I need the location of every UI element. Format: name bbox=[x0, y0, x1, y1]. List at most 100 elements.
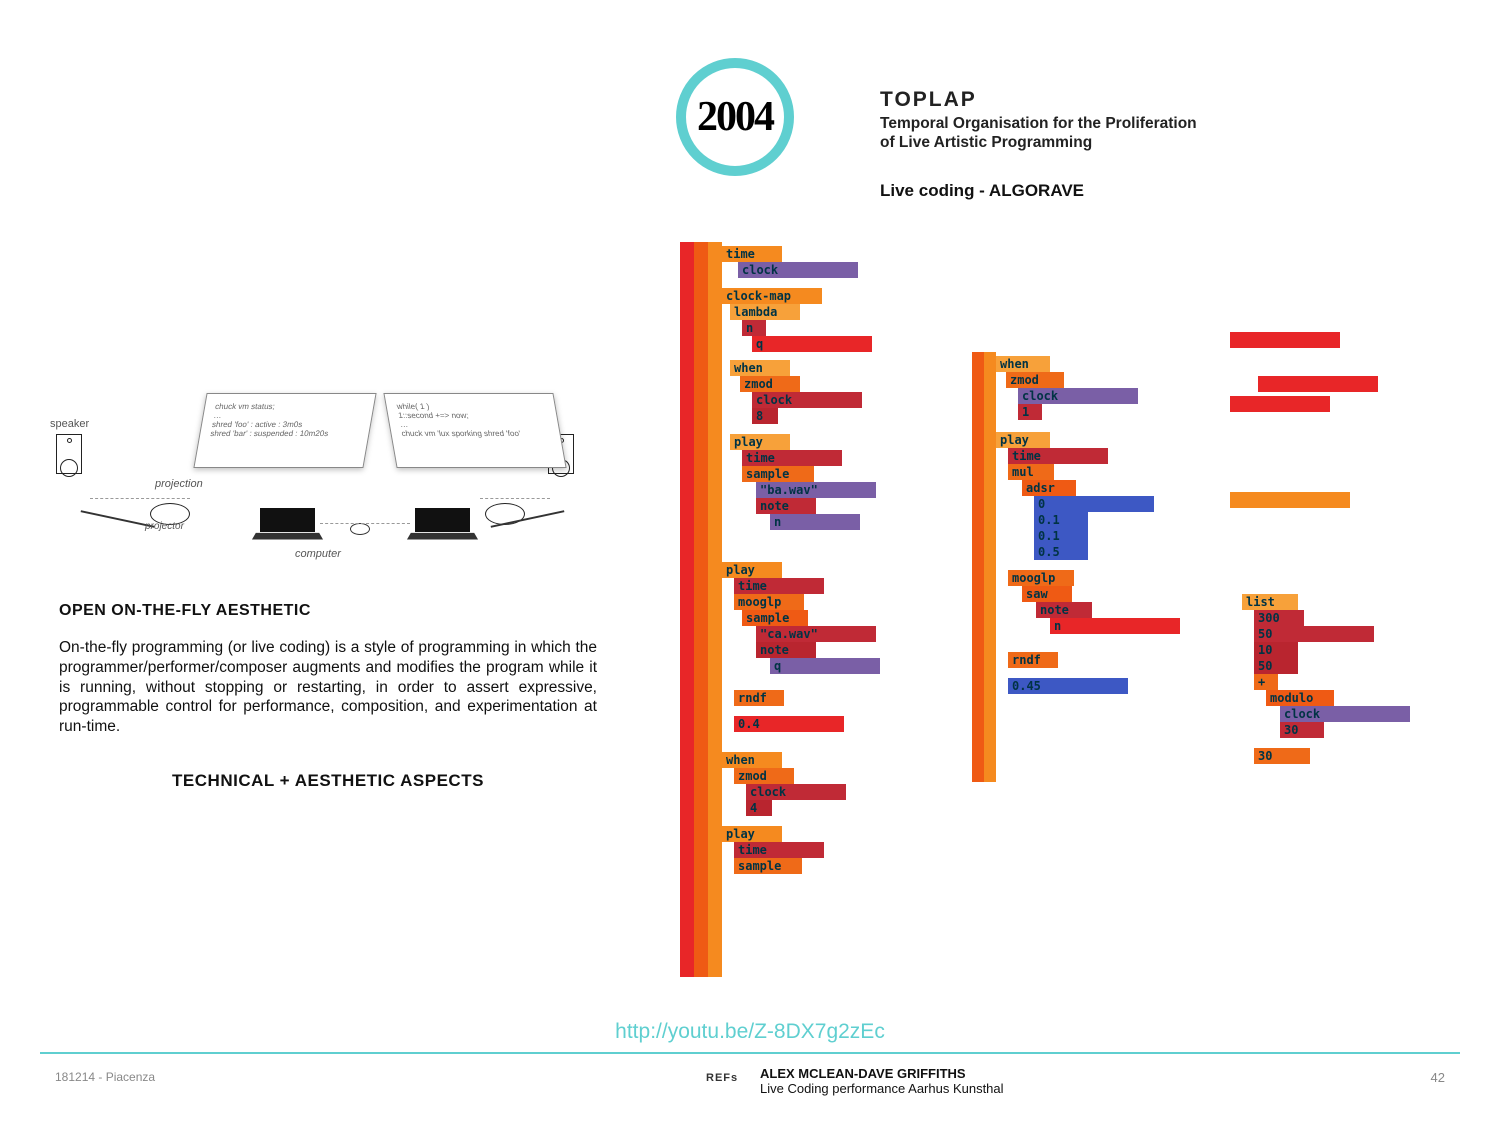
code-block: clock bbox=[1280, 706, 1410, 722]
open-onfly-heading: OPEN ON-THE-FLY AESTHETIC bbox=[59, 602, 597, 620]
laptop-left-icon bbox=[260, 508, 315, 532]
code-block: sample bbox=[742, 610, 808, 626]
code-block: play bbox=[996, 432, 1050, 448]
code-block: "ca.wav" bbox=[756, 626, 876, 642]
diagram-cable bbox=[81, 510, 155, 528]
code-block: rndf bbox=[1008, 652, 1058, 668]
header-text: TOPLAP Temporal Organisation for the Pro… bbox=[880, 88, 1380, 201]
code-block: n bbox=[1050, 618, 1180, 634]
code-block: 50 bbox=[1254, 626, 1374, 642]
video-link[interactable]: http://youtu.be/Z-8DX7g2zEc bbox=[0, 1020, 1500, 1044]
code-block: 0.1 bbox=[1034, 512, 1088, 528]
tech-aesthetic-heading: TECHNICAL + AESTHETIC ASPECTS bbox=[59, 771, 597, 791]
code-block: 0.1 bbox=[1034, 528, 1088, 544]
code-block: q bbox=[770, 658, 880, 674]
code-block: clock-map bbox=[722, 288, 822, 304]
toplap-subtitle: Temporal Organisation for the Proliferat… bbox=[880, 114, 1380, 153]
code-block: when bbox=[730, 360, 790, 376]
subtitle-text: Temporal Organisation for the Proliferat… bbox=[880, 115, 1197, 151]
code-block: clock bbox=[738, 262, 858, 278]
mouse-icon bbox=[350, 523, 370, 535]
projection-screen-left: chuck vm status; … shred 'foo' : active … bbox=[193, 393, 376, 468]
footer-left-note: 181214 - Piacenza bbox=[55, 1070, 155, 1084]
code-block: modulo bbox=[1266, 690, 1334, 706]
screen-right-text: while( 1 ) 1::second +=> now; … chuck vm… bbox=[396, 402, 521, 438]
setup-diagram: speaker chuck vm status; … shred 'foo' :… bbox=[50, 388, 580, 563]
code-block: adsr bbox=[1022, 480, 1076, 496]
left-text-block: OPEN ON-THE-FLY AESTHETIC On-the-fly pro… bbox=[59, 602, 597, 791]
code-block bbox=[1258, 376, 1378, 392]
code-block: clock bbox=[746, 784, 846, 800]
code-block: time bbox=[1008, 448, 1108, 464]
code-block: sample bbox=[734, 858, 802, 874]
code-blocks-col3: list300501050+moduloclock3030 bbox=[1230, 332, 1460, 832]
laptop-right-icon bbox=[415, 508, 470, 532]
code-block: 0.4 bbox=[734, 716, 844, 732]
code-block: lambda bbox=[730, 304, 800, 320]
code-block: mooglp bbox=[1008, 570, 1074, 586]
projection-screen-right: while( 1 ) 1::second +=> now; … chuck vm… bbox=[383, 393, 566, 468]
code-block: time bbox=[734, 578, 824, 594]
code-block: saw bbox=[1022, 586, 1072, 602]
code-block: 8 bbox=[752, 408, 778, 424]
code-block: list bbox=[1242, 594, 1298, 610]
diagram-line bbox=[90, 498, 190, 499]
footer-rule bbox=[40, 1052, 1460, 1054]
code-block: play bbox=[730, 434, 790, 450]
code-block: n bbox=[770, 514, 860, 530]
year-text: 2004 bbox=[697, 93, 773, 141]
code-margin-bar bbox=[708, 242, 722, 977]
code-block: note bbox=[756, 642, 816, 658]
algorave-line: Live coding - ALGORAVE bbox=[880, 181, 1380, 201]
computer-label: computer bbox=[295, 548, 341, 560]
screen-left-text: chuck vm status; … shred 'foo' : active … bbox=[210, 402, 329, 438]
code-block: zmod bbox=[734, 768, 794, 784]
code-block: mul bbox=[1008, 464, 1054, 480]
code-block: note bbox=[1036, 602, 1092, 618]
code-block: n bbox=[742, 320, 766, 336]
projector-label: projector bbox=[145, 521, 184, 532]
code-block: q bbox=[752, 336, 872, 352]
code-block: play bbox=[722, 826, 782, 842]
footer-refs-label: REFs bbox=[706, 1072, 738, 1084]
code-block: time bbox=[734, 842, 824, 858]
code-block: 30 bbox=[1254, 748, 1310, 764]
code-block bbox=[1230, 332, 1340, 348]
speaker-label: speaker bbox=[50, 418, 89, 430]
code-block: play bbox=[722, 562, 782, 578]
code-block: time bbox=[722, 246, 782, 262]
code-block: clock bbox=[1018, 388, 1138, 404]
code-blocks-col1: timeclockclock-maplambdanqwhenzmodclock8… bbox=[680, 242, 920, 977]
code-block: clock bbox=[752, 392, 862, 408]
code-margin-bar bbox=[694, 242, 708, 977]
code-block bbox=[1230, 492, 1350, 508]
code-block: zmod bbox=[740, 376, 800, 392]
code-margin-bar bbox=[984, 352, 996, 782]
diagram-line bbox=[480, 498, 550, 499]
code-block: 4 bbox=[746, 800, 772, 816]
code-margin-bar bbox=[972, 352, 984, 782]
footer-credit: ALEX MCLEAN-DAVE GRIFFITHS Live Coding p… bbox=[760, 1066, 1004, 1096]
code-block: 0.45 bbox=[1008, 678, 1128, 694]
footer-credit-line1: ALEX MCLEAN-DAVE GRIFFITHS bbox=[760, 1066, 1004, 1081]
diagram-line bbox=[320, 523, 410, 524]
open-onfly-body: On-the-fly programming (or live coding) … bbox=[59, 638, 597, 737]
code-block: 300 bbox=[1254, 610, 1304, 626]
code-block: when bbox=[722, 752, 782, 768]
code-block: 0 bbox=[1034, 496, 1154, 512]
code-block: 1 bbox=[1018, 404, 1042, 420]
projection-label: projection bbox=[155, 478, 203, 490]
code-block: zmod bbox=[1006, 372, 1064, 388]
code-block: sample bbox=[742, 466, 814, 482]
code-block: time bbox=[742, 450, 842, 466]
code-block: + bbox=[1254, 674, 1278, 690]
page-number: 42 bbox=[1431, 1070, 1445, 1085]
code-block: 30 bbox=[1280, 722, 1324, 738]
year-badge: 2004 bbox=[676, 58, 794, 176]
footer-credit-line2: Live Coding performance Aarhus Kunsthal bbox=[760, 1081, 1004, 1096]
code-block: 50 bbox=[1254, 658, 1298, 674]
code-margin-bar bbox=[680, 242, 694, 977]
code-block: note bbox=[756, 498, 816, 514]
code-block: when bbox=[996, 356, 1050, 372]
code-block: rndf bbox=[734, 690, 784, 706]
